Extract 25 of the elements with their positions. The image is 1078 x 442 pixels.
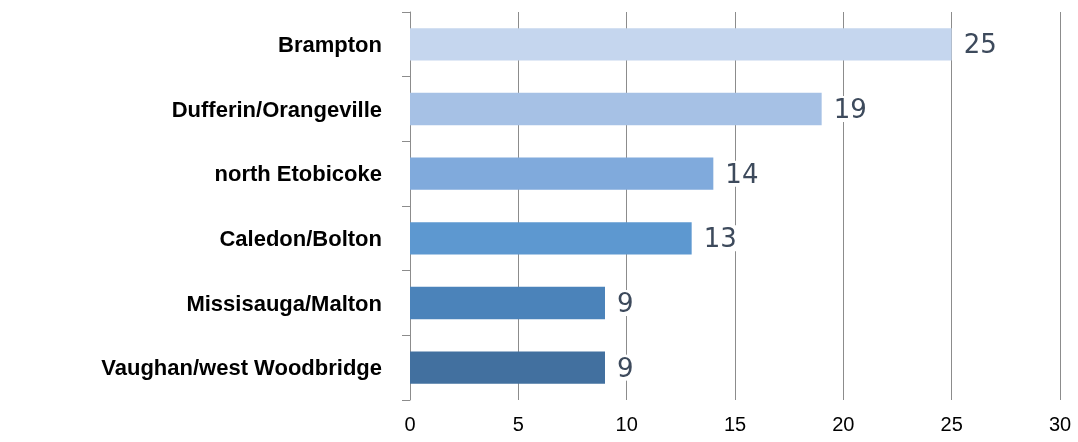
data-label: 14 [725, 158, 759, 189]
y-tick-label: Missisauga/Malton [186, 290, 382, 316]
x-tick-label: 10 [615, 413, 638, 435]
data-label: 25 [963, 29, 997, 60]
x-tick-label: 15 [723, 413, 747, 435]
x-tick-label: 0 [404, 413, 416, 435]
y-tick-label: Dufferin/Orangeville [171, 96, 382, 122]
bar [410, 286, 605, 320]
y-tick-label: north Etobicoke [214, 161, 382, 187]
x-tick-label: 5 [512, 413, 524, 435]
data-label: 19 [833, 94, 867, 124]
data-label: 9 [617, 352, 634, 383]
bar [410, 157, 714, 190]
bar [410, 222, 692, 255]
y-tick-label: Brampton [278, 31, 382, 57]
x-tick-label: 30 [1048, 413, 1072, 435]
x-tick-label: 20 [832, 413, 855, 435]
y-tick-label: Vaughan/west Woodbridge [101, 355, 382, 381]
bar [410, 351, 605, 384]
data-label: 13 [703, 223, 737, 254]
data-label: 9 [617, 288, 634, 318]
bar [410, 28, 952, 61]
x-tick-label: 25 [940, 413, 963, 435]
y-tick-label: Caledon/Bolton [219, 225, 382, 251]
bar [410, 92, 822, 126]
